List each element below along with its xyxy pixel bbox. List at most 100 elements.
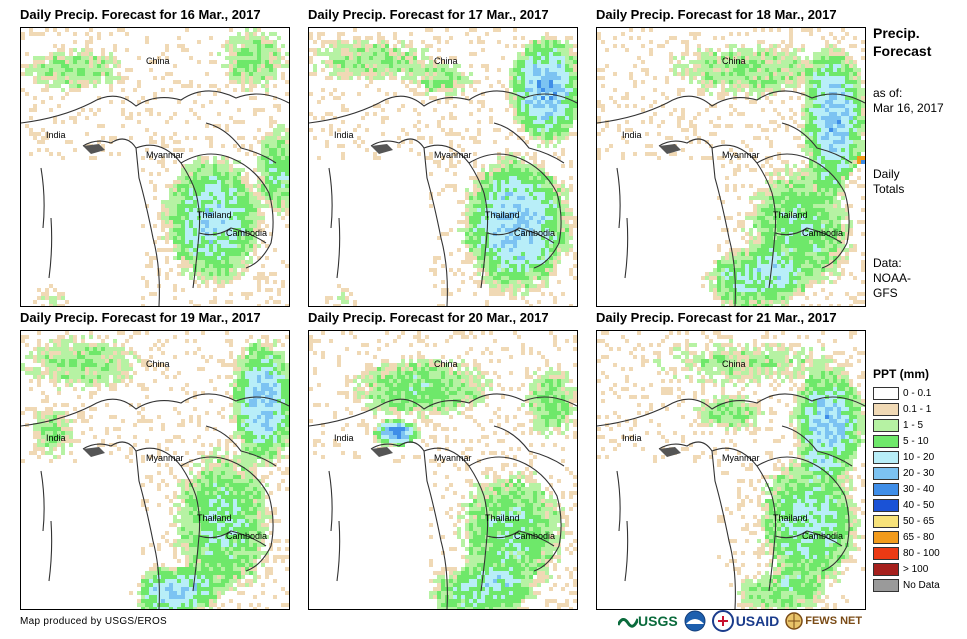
legend-swatch bbox=[873, 530, 899, 544]
side-title-line1: Precip. bbox=[873, 25, 920, 41]
panel-title: Daily Precip. Forecast for 16 Mar., 2017 bbox=[20, 7, 261, 22]
legend-swatch bbox=[873, 546, 899, 560]
legend-item: 80 - 100 bbox=[873, 545, 940, 561]
legend-item: 0 - 0.1 bbox=[873, 385, 940, 401]
legend-item: 5 - 10 bbox=[873, 433, 940, 449]
legend-label: 50 - 65 bbox=[903, 515, 935, 527]
map-label-myanmar: Myanmar bbox=[722, 453, 760, 463]
forecast-panel-16-mar: Daily Precip. Forecast for 16 Mar., 2017… bbox=[20, 7, 310, 307]
map-label-myanmar: Myanmar bbox=[722, 150, 760, 160]
precip-map-graphic bbox=[21, 331, 289, 609]
precip-map-graphic bbox=[309, 28, 577, 306]
precip-legend: PPT (mm) 0 - 0.1 0.1 - 1 1 - 5 5 - 10 10 - 2… bbox=[873, 367, 940, 593]
daily-label: Daily bbox=[873, 167, 900, 181]
legend-title: PPT (mm) bbox=[873, 367, 930, 381]
legend-label: 0 - 0.1 bbox=[903, 387, 932, 399]
map-label-thailand: Thailand bbox=[485, 210, 520, 220]
map-label-myanmar: Myanmar bbox=[146, 453, 184, 463]
legend-item: 65 - 80 bbox=[873, 529, 940, 545]
map-label-china: China bbox=[146, 359, 170, 369]
precip-map-graphic bbox=[21, 28, 289, 306]
forecast-panel-19-mar: Daily Precip. Forecast for 19 Mar., 2017… bbox=[20, 310, 310, 610]
legend-label: 40 - 50 bbox=[903, 499, 935, 511]
precip-map: China India Myanmar Thailand Cambodia bbox=[308, 27, 578, 307]
legend-item: 1 - 5 bbox=[873, 417, 940, 433]
precip-map: China India Myanmar Thailand Cambodia bbox=[20, 27, 290, 307]
usaid-logo: USAID bbox=[711, 610, 780, 632]
legend-swatch bbox=[873, 418, 899, 432]
data-source-line2: GFS bbox=[873, 286, 898, 300]
map-label-china: China bbox=[146, 56, 170, 66]
precip-map-graphic bbox=[309, 331, 577, 609]
legend-item: 30 - 40 bbox=[873, 481, 940, 497]
legend-label: > 100 bbox=[903, 563, 929, 575]
map-label-india: India bbox=[622, 433, 642, 443]
map-label-thailand: Thailand bbox=[197, 513, 232, 523]
legend-item: 0.1 - 1 bbox=[873, 401, 940, 417]
legend-item: No Data bbox=[873, 577, 940, 593]
legend-swatch bbox=[873, 466, 899, 480]
legend-swatch bbox=[873, 562, 899, 576]
fewsnet-globe-icon bbox=[785, 612, 803, 630]
logo-strip: USGS USAID FEWS NET bbox=[618, 608, 862, 634]
precip-map: China India Myanmar Thailand Cambodia bbox=[596, 330, 866, 610]
map-label-india: India bbox=[46, 433, 66, 443]
as-of-block: as of: Mar 16, 2017 bbox=[873, 86, 944, 116]
map-label-cambodia: Cambodia bbox=[514, 228, 556, 238]
legend-label: 30 - 40 bbox=[903, 483, 935, 495]
map-label-thailand: Thailand bbox=[197, 210, 232, 220]
panel-title: Daily Precip. Forecast for 21 Mar., 2017 bbox=[596, 310, 837, 325]
noaa-logo bbox=[684, 610, 706, 632]
precip-map: China India Myanmar Thailand Cambodia bbox=[308, 330, 578, 610]
as-of-label: as of: bbox=[873, 86, 903, 100]
usgs-logo-text: USGS bbox=[638, 613, 678, 629]
data-source-line1: NOAA- bbox=[873, 271, 912, 285]
side-title: Precip. Forecast bbox=[873, 24, 931, 60]
legend-rows: 0 - 0.1 0.1 - 1 1 - 5 5 - 10 10 - 20 20 - 30 3… bbox=[873, 385, 940, 593]
legend-label: 80 - 100 bbox=[903, 547, 940, 559]
map-label-china: China bbox=[434, 56, 458, 66]
fewsnet-logo-text: FEWS NET bbox=[805, 615, 863, 627]
map-label-thailand: Thailand bbox=[485, 513, 520, 523]
precip-map: China India Myanmar Thailand Cambodia bbox=[596, 27, 866, 307]
usgs-wave-icon bbox=[618, 618, 638, 628]
map-label-thailand: Thailand bbox=[773, 210, 808, 220]
usaid-logo-text: USAID bbox=[735, 613, 780, 629]
map-label-cambodia: Cambodia bbox=[802, 228, 844, 238]
panel-title: Daily Precip. Forecast for 17 Mar., 2017 bbox=[308, 7, 549, 22]
legend-label: 1 - 5 bbox=[903, 419, 924, 431]
map-label-china: China bbox=[722, 56, 746, 66]
data-source-block: Data: NOAA- GFS bbox=[873, 256, 911, 301]
map-label-myanmar: Myanmar bbox=[434, 453, 472, 463]
usaid-seal-icon bbox=[711, 610, 734, 632]
forecast-panel-21-mar: Daily Precip. Forecast for 21 Mar., 2017… bbox=[596, 310, 886, 610]
legend-item: 50 - 65 bbox=[873, 513, 940, 529]
precip-map: China India Myanmar Thailand Cambodia bbox=[20, 330, 290, 610]
forecast-panel-18-mar: Daily Precip. Forecast for 18 Mar., 2017… bbox=[596, 7, 886, 307]
legend-swatch bbox=[873, 450, 899, 464]
legend-swatch bbox=[873, 386, 899, 400]
panel-title: Daily Precip. Forecast for 20 Mar., 2017 bbox=[308, 310, 549, 325]
forecast-panel-17-mar: Daily Precip. Forecast for 17 Mar., 2017… bbox=[308, 7, 598, 307]
legend-swatch bbox=[873, 578, 899, 592]
legend-swatch bbox=[873, 498, 899, 512]
map-label-cambodia: Cambodia bbox=[226, 228, 268, 238]
legend-swatch bbox=[873, 434, 899, 448]
legend-label: No Data bbox=[903, 579, 940, 591]
as-of-date: Mar 16, 2017 bbox=[873, 101, 944, 115]
panel-title: Daily Precip. Forecast for 19 Mar., 2017 bbox=[20, 310, 261, 325]
daily-totals-block: Daily Totals bbox=[873, 167, 904, 197]
precip-map-graphic bbox=[597, 28, 865, 306]
map-label-cambodia: Cambodia bbox=[514, 531, 556, 541]
legend-swatch bbox=[873, 514, 899, 528]
data-label: Data: bbox=[873, 256, 902, 270]
totals-label: Totals bbox=[873, 182, 905, 196]
noaa-icon bbox=[684, 610, 706, 632]
legend-label: 5 - 10 bbox=[903, 435, 929, 447]
map-label-thailand: Thailand bbox=[773, 513, 808, 523]
legend-swatch bbox=[873, 402, 899, 416]
legend-swatch bbox=[873, 482, 899, 496]
side-title-line2: Forecast bbox=[873, 43, 932, 59]
legend-label: 20 - 30 bbox=[903, 467, 935, 479]
panel-title: Daily Precip. Forecast for 18 Mar., 2017 bbox=[596, 7, 837, 22]
